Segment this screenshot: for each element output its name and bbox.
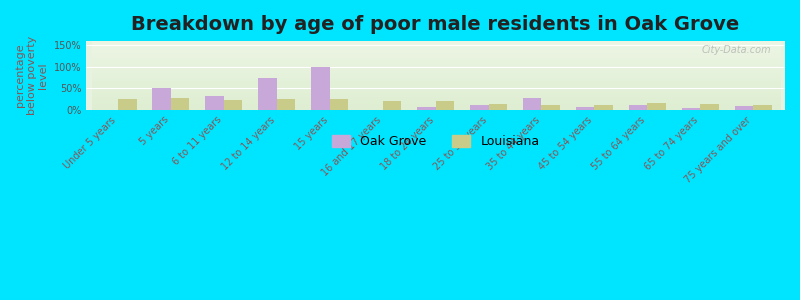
Bar (311, 67, 330, 110)
Bar (470, 105, 489, 110)
Bar (489, 104, 507, 110)
Bar (594, 105, 613, 110)
Bar (171, 98, 190, 110)
Bar (436, 101, 454, 110)
Title: Breakdown by age of poor male residents in Oak Grove: Breakdown by age of poor male residents … (131, 15, 740, 34)
Bar (700, 104, 719, 110)
Bar (382, 101, 402, 110)
Bar (153, 88, 171, 110)
Bar (629, 105, 647, 110)
Bar (258, 78, 277, 110)
Bar (647, 103, 666, 110)
Bar (224, 100, 242, 110)
Bar (754, 105, 772, 110)
Bar (417, 107, 436, 110)
Bar (523, 98, 542, 110)
Bar (542, 105, 560, 110)
Y-axis label: percentage
below poverty
level: percentage below poverty level (15, 36, 48, 115)
Text: City-Data.com: City-Data.com (702, 45, 771, 55)
Bar (734, 106, 754, 110)
Bar (576, 107, 594, 110)
Bar (206, 96, 224, 110)
Bar (330, 99, 348, 110)
Bar (277, 99, 295, 110)
Bar (682, 108, 700, 110)
Bar (118, 99, 137, 110)
Legend: Oak Grove, Louisiana: Oak Grove, Louisiana (326, 130, 545, 153)
